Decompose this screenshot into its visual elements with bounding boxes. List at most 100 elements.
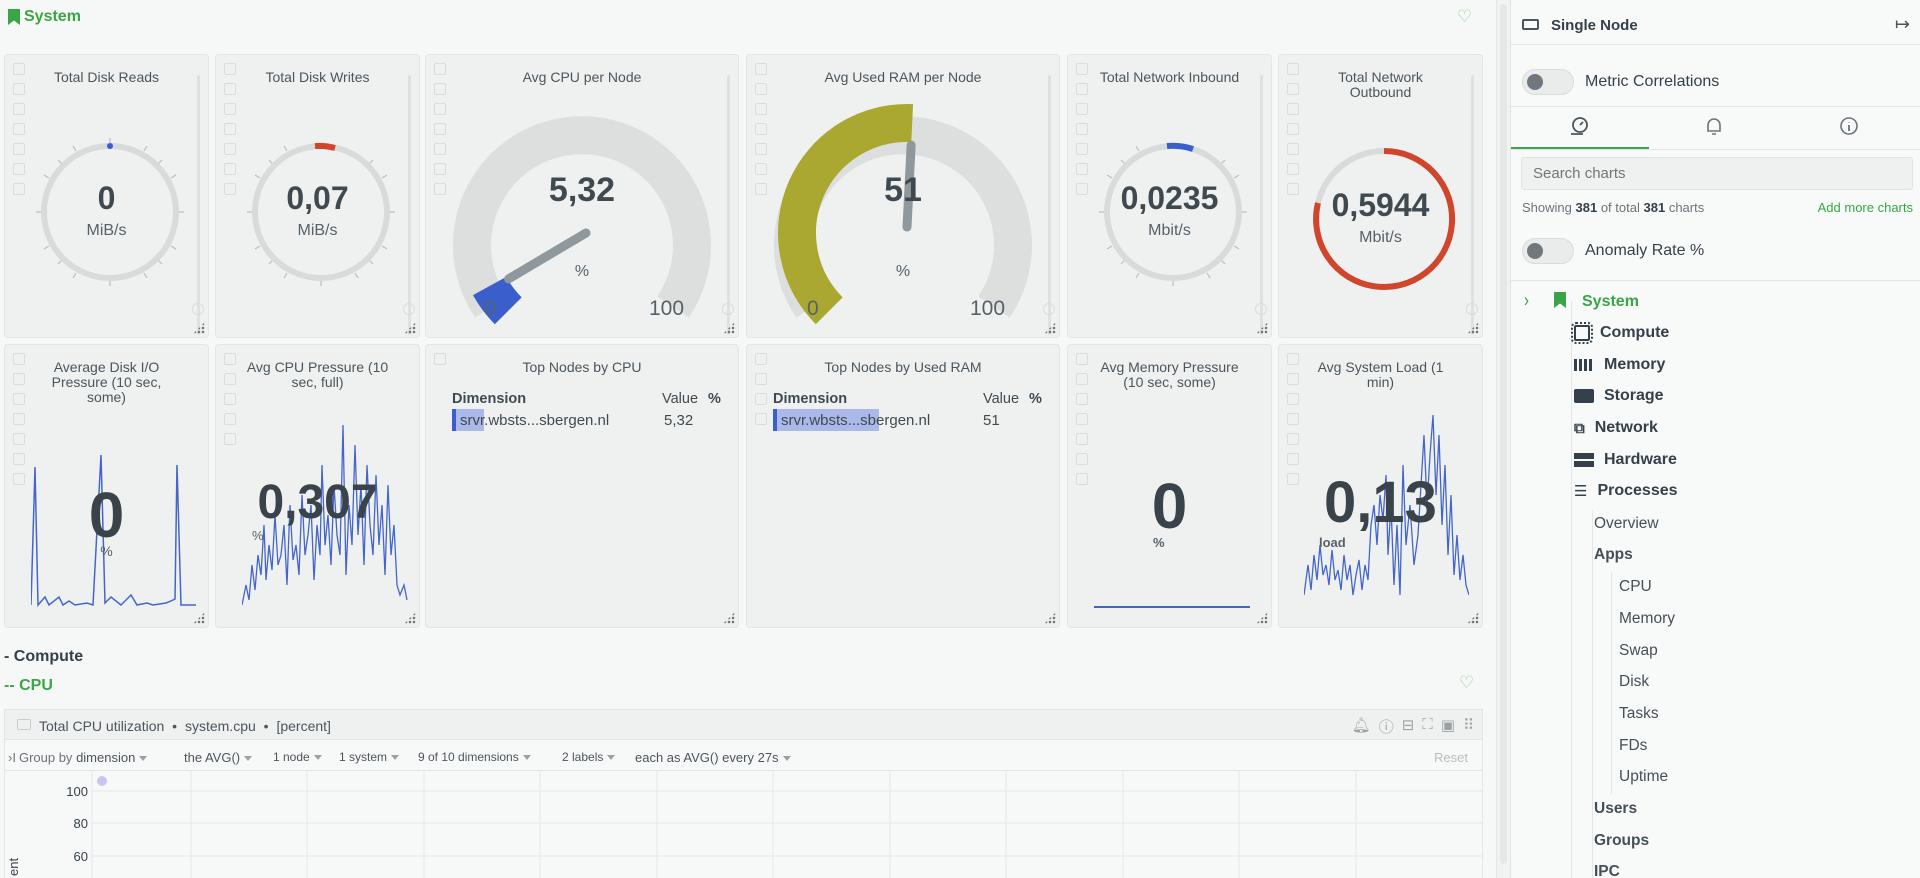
tree-apps-disk[interactable]: Disk (1619, 673, 1650, 690)
anomaly-rate-toggle[interactable] (1522, 238, 1574, 264)
gauge-unit: % (574, 263, 590, 280)
dimensions-control[interactable]: 9 of 10 dimensions (418, 750, 531, 764)
resize-handle[interactable] (723, 612, 735, 624)
cpu-favorite-heart-icon[interactable]: ♡ (1459, 673, 1475, 692)
cpu-chart-context: system.cpu (184, 718, 256, 734)
aggregate-control[interactable]: the AVG() (184, 750, 253, 765)
layers-icon[interactable]: ⊟ (1401, 717, 1415, 734)
alert-bell-icon[interactable]: 🔔︎ (1351, 717, 1371, 734)
network-icon: ⧉ (1574, 419, 1585, 437)
card-title-line1: Avg CPU Pressure (10 (246, 359, 389, 375)
card-title: Avg Used RAM per Node (824, 69, 982, 85)
nodes-control[interactable]: 1 node (273, 750, 322, 764)
card-avg-used-ram-per-node: Avg Used RAM per Node 51 % 0 100 (746, 54, 1060, 338)
cpu-heading[interactable]: -- CPU (4, 677, 53, 694)
tree-hardware[interactable]: Hardware (1574, 451, 1677, 469)
card-title-line2: min) (1366, 374, 1395, 390)
tree-processes[interactable]: ☰ Processes (1574, 482, 1678, 500)
tree-apps-swap[interactable]: Swap (1619, 642, 1658, 659)
collapse-sidebar-icon[interactable]: ↦ (1894, 14, 1910, 34)
tree-compute[interactable]: Compute (1571, 322, 1669, 344)
gauge-value: 5,32 (548, 171, 616, 209)
search-charts-input[interactable] (1521, 157, 1913, 190)
ram-arc-gauge (774, 104, 1032, 325)
cpu-chart-plot (91, 771, 1483, 878)
each-as-control[interactable]: each as AVG() every 27s (635, 750, 791, 765)
row-dimension[interactable]: srvr.wbsts...sbergen.nl (781, 412, 931, 429)
cpu-arc-gauge (453, 116, 711, 325)
card-total-disk-reads: Total Disk Reads 0 MiB/s (4, 54, 209, 338)
cpu-chart-units: [percent] (276, 718, 331, 734)
cpu-chart-actions: 🔔︎ ⓘ ⊟ ⛶ ▣ ⠿ (1352, 716, 1474, 737)
section-title[interactable]: System (8, 8, 81, 26)
reset-button[interactable]: Reset (1434, 750, 1468, 765)
tree-groups[interactable]: Groups (1594, 832, 1650, 849)
active-tab-indicator (1511, 147, 1649, 150)
col-unit: % (1029, 391, 1042, 407)
tree-apps-fds[interactable]: FDs (1619, 737, 1648, 754)
col-unit: % (708, 391, 721, 407)
save-icon[interactable]: ▣ (1440, 717, 1455, 734)
compute-heading[interactable]: - Compute (4, 648, 84, 665)
tree-memory[interactable]: Memory (1574, 356, 1665, 374)
card-title-line1: Total Network (1338, 69, 1423, 85)
cpu-chart-title: Total CPU utilization (39, 718, 165, 734)
tree-apps-uptime[interactable]: Uptime (1619, 768, 1669, 785)
drag-icon[interactable]: ⠿ (1463, 717, 1474, 734)
card-avg-cpu-pressure: Avg CPU Pressure (10 sec, full) 0,307 % (215, 344, 420, 628)
tree-storage[interactable]: Storage (1574, 387, 1664, 405)
row-value: 51 (983, 412, 1000, 429)
metric-correlations-toggle[interactable] (1522, 69, 1574, 95)
resize-handle[interactable] (193, 612, 205, 624)
cpu-chart-card: Total CPU utilization • system.cpu • [pe… (4, 709, 1483, 878)
memory-icon (1574, 359, 1594, 371)
cpu-chip-icon (1571, 322, 1593, 344)
expand-chevron-icon[interactable]: › (1524, 289, 1529, 312)
col-dimension[interactable]: Dimension (452, 391, 527, 407)
tree-overview[interactable]: Overview (1594, 515, 1659, 532)
col-value[interactable]: Value (662, 391, 699, 407)
add-more-charts-link[interactable]: Add more charts (1817, 200, 1913, 215)
group-by-control[interactable]: ›I Group by dimension (8, 750, 148, 765)
y-tick: 60 (73, 849, 88, 864)
dashboard-tab-icon[interactable] (1568, 115, 1590, 137)
fullscreen-icon[interactable]: ⛶ (1422, 716, 1433, 733)
cpu-chart-header (5, 710, 1482, 740)
resize-handle[interactable] (1256, 612, 1268, 624)
main-scrollbar[interactable] (1496, 0, 1510, 878)
dashboard-main: System ♡ Total Disk Reads 0 MiB/s Total … (4, 7, 1483, 878)
resize-handle[interactable] (1467, 612, 1479, 624)
y-axis-label: ent (6, 857, 21, 876)
gauge-max: 100 (970, 297, 1006, 320)
tree-network[interactable]: ⧉ Network (1574, 419, 1658, 437)
resize-handle[interactable] (1044, 612, 1056, 624)
gauge-unit: MiB/s (297, 222, 338, 239)
labels-control[interactable]: 2 labels (562, 750, 616, 764)
gauge-min: 0 (807, 297, 819, 320)
node-label[interactable]: Single Node (1551, 17, 1638, 34)
tree-apps[interactable]: Apps (1594, 546, 1633, 563)
gauge-unit: MiB/s (86, 222, 127, 239)
favorite-heart-icon[interactable]: ♡ (1457, 7, 1473, 26)
y-tick: 100 (66, 784, 88, 799)
resize-handle[interactable] (404, 612, 416, 624)
info-icon[interactable]: ⓘ (1378, 719, 1394, 736)
memory-pressure-line (1094, 606, 1250, 608)
tree-system[interactable]: System (1582, 293, 1639, 310)
col-dimension[interactable]: Dimension (773, 391, 848, 407)
tree-ipc[interactable]: IPC (1594, 863, 1620, 878)
systems-control[interactable]: 1 system (339, 750, 400, 764)
gauge-unit: Mbit/s (1359, 229, 1402, 246)
col-value[interactable]: Value (983, 391, 1020, 407)
card-title: Top Nodes by CPU (522, 359, 642, 375)
tree-apps-memory[interactable]: Memory (1619, 610, 1675, 627)
right-sidebar: Single Node ↦ Metric Correlations Showin… (1510, 0, 1920, 878)
io-pressure-sparkline (31, 454, 196, 607)
big-value: 0,13 (1324, 470, 1437, 535)
info-tab-icon[interactable] (1838, 115, 1860, 137)
tree-apps-cpu[interactable]: CPU (1619, 578, 1652, 595)
alerts-tab-icon[interactable] (1703, 115, 1725, 137)
tree-apps-tasks[interactable]: Tasks (1619, 705, 1659, 722)
row-dimension[interactable]: srvr.wbsts...sbergen.nl (460, 412, 610, 429)
tree-users[interactable]: Users (1594, 800, 1638, 817)
